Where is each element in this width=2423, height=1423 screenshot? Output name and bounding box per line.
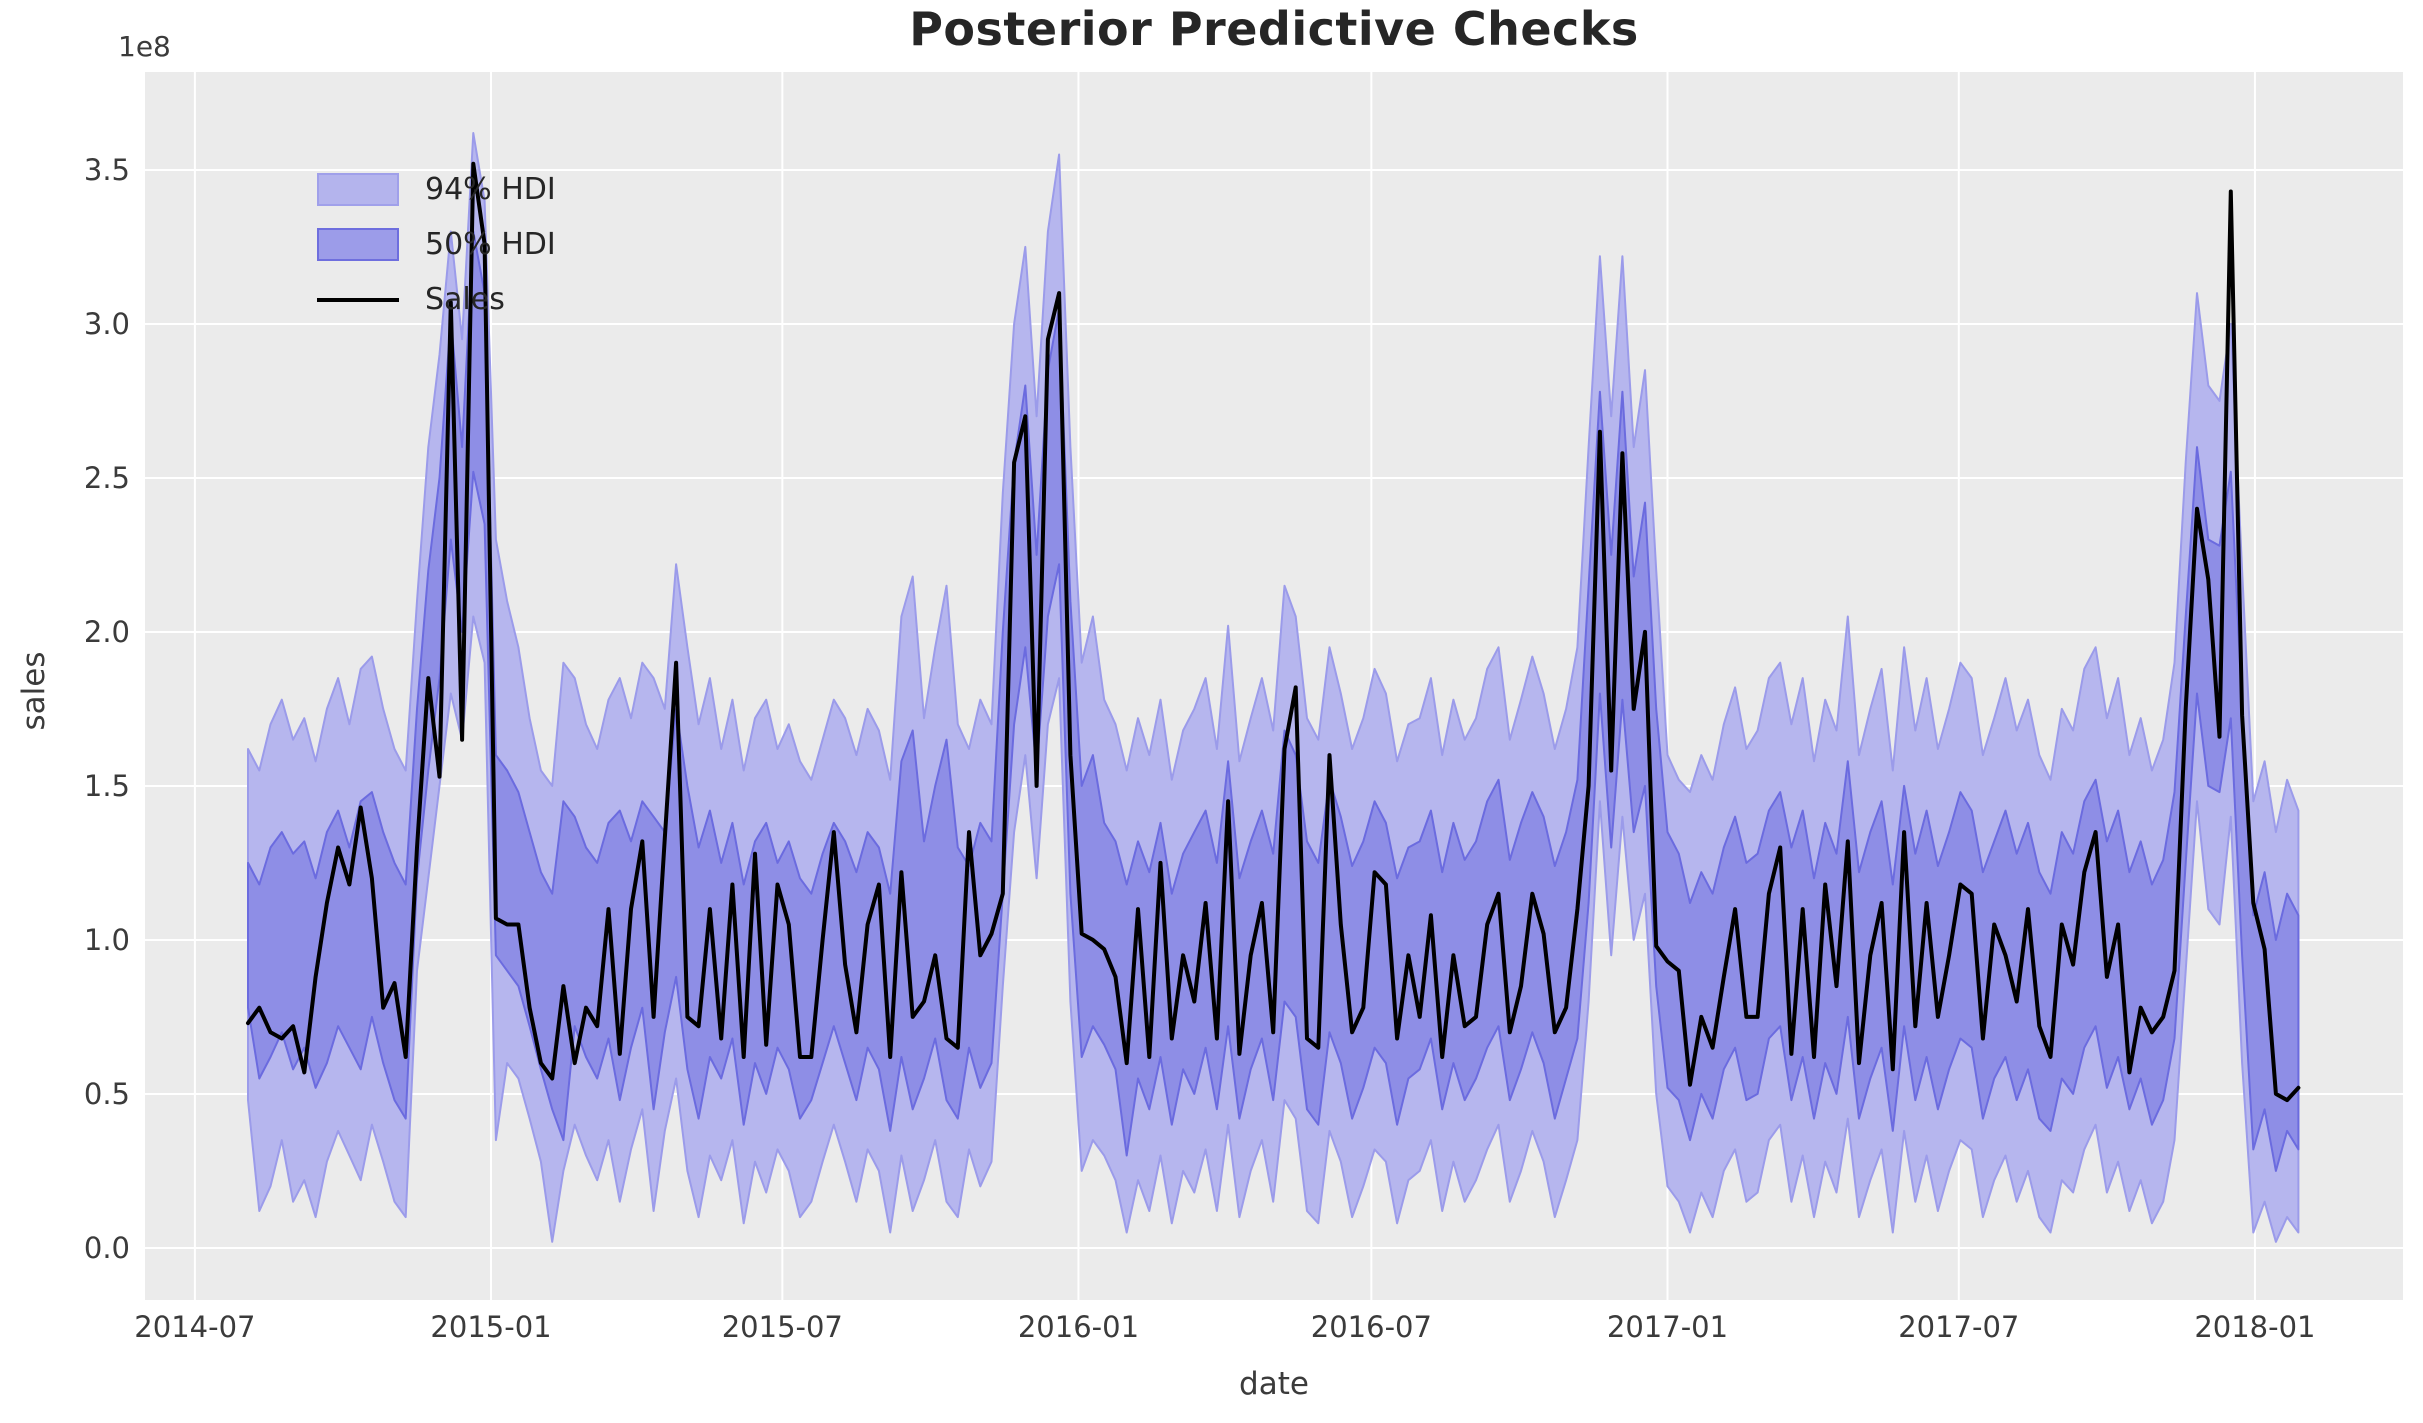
y-tick-label: 3.0 (83, 306, 130, 341)
x-tick-label: 2016-07 (1310, 1310, 1432, 1344)
chart-canvas (145, 72, 2403, 1300)
legend-item-94-hdi: 94% HDI (317, 162, 556, 217)
legend-label-50-hdi: 50% HDI (425, 227, 556, 262)
y-tick-label: 1.0 (83, 922, 130, 957)
x-tick-label: 2014-07 (134, 1310, 256, 1344)
chart-title: Posterior Predictive Checks (909, 2, 1639, 56)
y-tick-label: 1.5 (83, 768, 130, 803)
y-tick-label: 0.5 (83, 1076, 130, 1111)
legend-item-50-hdi: 50% HDI (317, 217, 556, 272)
x-tick-label: 2017-01 (1606, 1310, 1729, 1344)
legend-line-sales-icon (317, 297, 399, 302)
plot-area: 94% HDI 50% HDI Sales (145, 72, 2403, 1300)
legend-swatch-50-hdi-icon (317, 228, 399, 261)
x-tick-label: 2015-01 (430, 1310, 552, 1344)
legend: 94% HDI 50% HDI Sales (317, 162, 556, 327)
x-axis-label: date (1239, 1366, 1309, 1402)
x-tick-label: 2016-01 (1017, 1310, 1140, 1344)
y-tick-label: 3.5 (83, 152, 130, 187)
x-tick-label: 2015-07 (721, 1310, 843, 1344)
sales-line (246, 161, 2301, 1103)
x-tick-label: 2018-01 (2194, 1310, 2316, 1344)
y-tick-label: 0.0 (83, 1230, 130, 1265)
legend-label-94-hdi: 94% HDI (425, 172, 556, 207)
legend-label-sales: Sales (425, 282, 505, 317)
y-axis-offset-label: 1e8 (118, 30, 171, 63)
y-tick-label: 2.0 (83, 614, 130, 649)
legend-item-sales: Sales (317, 272, 556, 327)
y-tick-label: 2.5 (83, 460, 130, 495)
x-tick-label: 2017-07 (1898, 1310, 2020, 1344)
legend-swatch-94-hdi-icon (317, 173, 399, 206)
